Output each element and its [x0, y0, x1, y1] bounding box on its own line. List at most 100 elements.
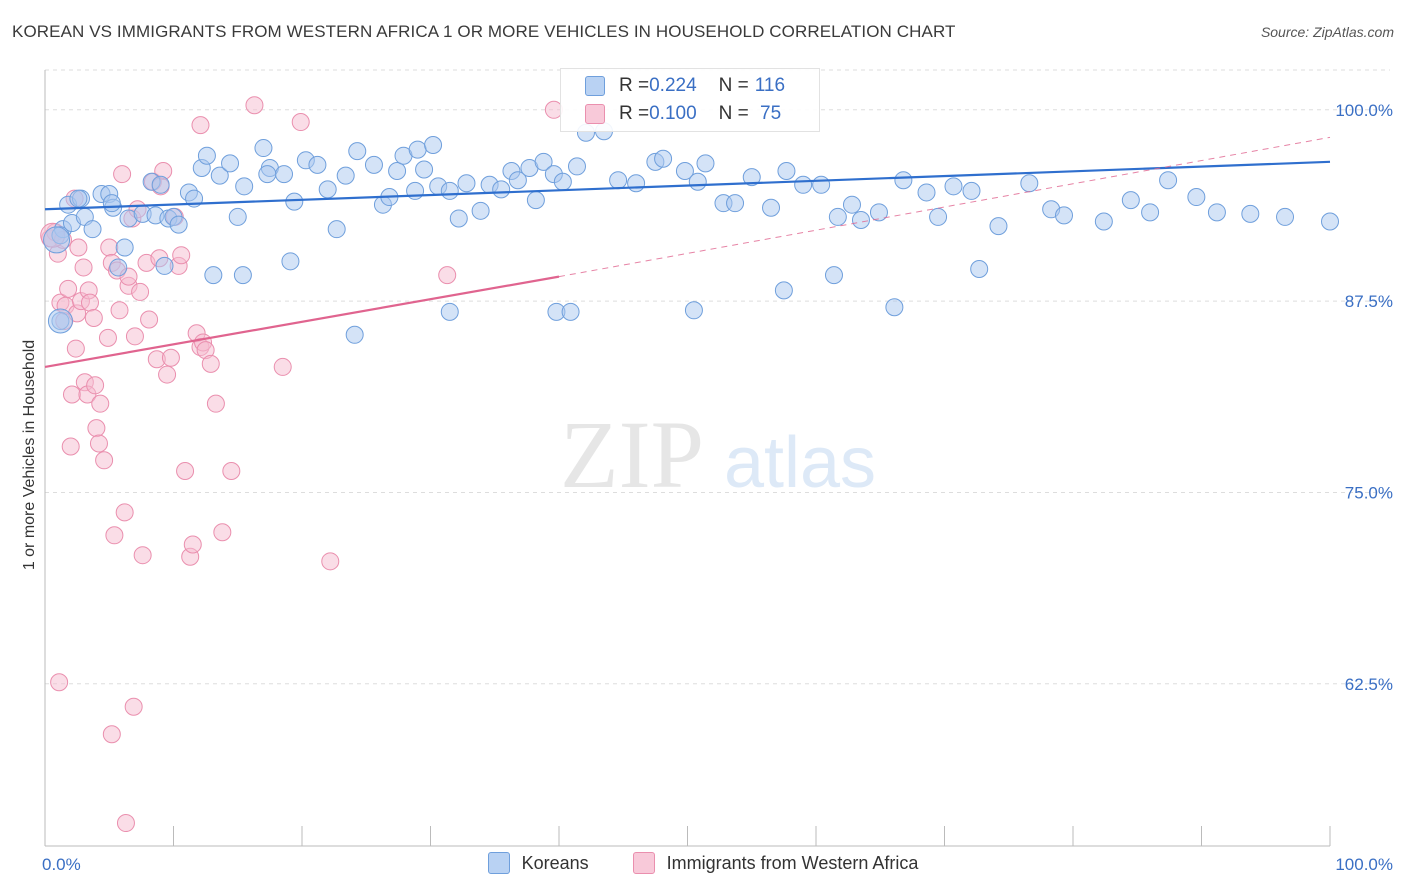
data-point — [534, 152, 553, 171]
data-point — [87, 419, 106, 438]
data-point — [116, 814, 135, 833]
data-point — [86, 376, 105, 395]
data-point — [970, 259, 989, 278]
data-point — [869, 203, 888, 222]
tick-labels: 62.5% 75.0% 87.5% 100.0% 0.0% 100.0% — [42, 101, 1393, 874]
data-point — [929, 207, 948, 226]
data-point — [318, 180, 337, 199]
stats-legend: R = 0.224 N = 116 R = 0.100 N = 75 — [560, 68, 820, 132]
data-point — [80, 293, 99, 312]
data-point — [109, 258, 128, 277]
koreans-swatch — [487, 852, 510, 874]
western-africa-swatch — [632, 852, 655, 874]
source-label: Source: ZipAtlas.com — [1260, 24, 1394, 40]
data-point — [492, 180, 511, 199]
data-point — [210, 166, 229, 185]
data-point — [235, 177, 254, 196]
data-point — [567, 157, 586, 176]
data-point — [842, 195, 861, 214]
data-point — [245, 96, 264, 115]
y-tick-label: 100.0% — [1335, 101, 1393, 120]
watermark: ZIP atlas — [560, 401, 876, 508]
data-point — [1020, 174, 1039, 193]
grid-lines — [45, 69, 1390, 685]
data-point — [98, 328, 117, 347]
data-point — [125, 327, 144, 346]
n-label: N = — [718, 75, 749, 96]
data-point — [1321, 212, 1339, 231]
trend-lines — [44, 136, 1331, 369]
y-tick-label: 87.5% — [1345, 292, 1393, 311]
data-point — [115, 238, 134, 257]
data-point — [742, 168, 761, 187]
data-point — [254, 139, 273, 158]
data-point — [440, 181, 459, 200]
n-value: 116 — [754, 75, 786, 96]
data-point — [221, 154, 240, 173]
data-point — [275, 165, 294, 184]
data-point — [115, 503, 134, 522]
data-point — [424, 135, 443, 154]
data-point — [61, 437, 80, 456]
data-point — [654, 149, 673, 168]
data-point — [273, 357, 292, 376]
data-point — [471, 201, 490, 220]
data-point — [197, 146, 216, 165]
data-point — [885, 298, 904, 317]
data-point — [989, 217, 1008, 236]
koreans-trend-line — [44, 160, 1331, 211]
data-point — [74, 258, 93, 277]
data-point — [102, 725, 121, 744]
data-point — [824, 266, 843, 285]
legend-item-koreans[interactable]: Koreans — [487, 852, 589, 874]
data-point — [84, 308, 103, 327]
data-point — [131, 282, 150, 301]
data-point — [526, 191, 545, 210]
n-value: 75 — [754, 103, 782, 124]
r-value: 0.224 — [649, 75, 697, 96]
data-point — [113, 165, 132, 184]
data-point — [457, 174, 476, 193]
western-africa-swatch — [585, 104, 605, 124]
data-point — [110, 301, 129, 320]
data-point — [191, 116, 210, 135]
data-point — [308, 155, 327, 174]
data-point — [812, 175, 831, 194]
data-point — [176, 462, 195, 481]
data-point — [348, 142, 367, 161]
data-point — [291, 113, 310, 132]
data-point — [851, 210, 870, 229]
data-point — [684, 301, 703, 320]
data-point — [327, 220, 346, 239]
data-point — [388, 162, 407, 181]
data-point — [1207, 203, 1226, 222]
data-point — [894, 171, 913, 190]
legend-row-western-africa: R = 0.100 N = 75 — [585, 103, 781, 125]
r-label: R = — [619, 75, 650, 96]
data-point — [321, 552, 340, 571]
data-point — [50, 673, 69, 692]
data-point — [169, 215, 188, 234]
data-point — [627, 174, 646, 193]
data-point — [183, 535, 202, 554]
data-point — [140, 310, 159, 329]
data-point — [100, 238, 119, 257]
data-point — [415, 160, 434, 179]
data-point — [777, 162, 796, 181]
data-point — [1187, 188, 1206, 207]
data-point — [345, 325, 364, 344]
data-point — [66, 339, 85, 358]
data-point — [285, 192, 304, 211]
data-point — [155, 256, 174, 275]
data-point — [258, 165, 277, 184]
data-point — [508, 171, 527, 190]
legend-item-western-africa[interactable]: Immigrants from Western Africa — [632, 852, 918, 874]
data-point — [726, 194, 745, 213]
data-point — [1241, 204, 1260, 223]
western-africa-trend-extension — [558, 136, 1331, 278]
data-point — [609, 171, 628, 190]
legend-label: Koreans — [521, 852, 589, 873]
data-point — [102, 194, 121, 213]
data-point-cluster — [43, 226, 71, 254]
